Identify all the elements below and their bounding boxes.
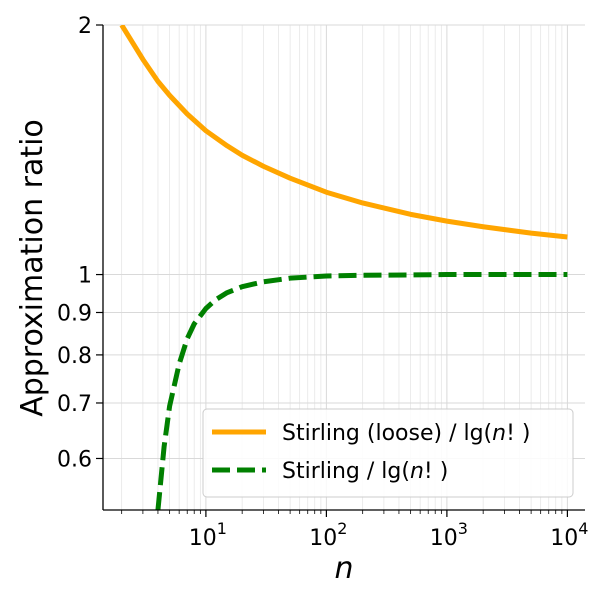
- series-lines: [119, 25, 568, 510]
- x-axis-title: n: [334, 551, 353, 586]
- x-tick-exponent: 3: [458, 519, 468, 538]
- legend: Stirling (loose) / lg(n! ) Stirling / lg…: [202, 408, 574, 498]
- y-tick-label: 0.7: [57, 392, 92, 417]
- y-tick-label: 0.9: [57, 301, 92, 326]
- y-tick-label: 0.8: [57, 344, 92, 369]
- legend-label-stirling-prefix: Stirling / lg(: [282, 459, 410, 484]
- y-tick-label: 2: [78, 14, 92, 39]
- legend-label-stirling: Stirling / lg(n! ): [282, 459, 448, 484]
- x-tick-base: 10: [550, 526, 578, 551]
- y-axis-title: Approximation ratio: [15, 119, 50, 417]
- y-tick-label: 1: [78, 264, 92, 289]
- legend-label-stirling-n: n: [410, 459, 424, 484]
- x-tick-exponent: 2: [337, 519, 347, 538]
- x-tick-label: 102: [309, 519, 347, 551]
- x-tick-base: 10: [309, 526, 337, 551]
- x-tick-base: 10: [430, 526, 458, 551]
- x-tick-base: 10: [189, 526, 217, 551]
- x-tick-exponent: 1: [217, 519, 227, 538]
- legend-label-stirling-suffix: ! ): [424, 459, 448, 484]
- legend-label-stirling-loose-prefix: Stirling (loose) / lg(: [282, 421, 492, 446]
- y-tick-label: 0.6: [57, 447, 92, 472]
- legend-label-stirling-loose-n: n: [492, 421, 506, 446]
- x-tick-exponent: 4: [578, 519, 588, 538]
- x-tick-label: 101: [189, 519, 227, 551]
- series-line-stirling-loose: [119, 25, 568, 240]
- series-line-stirling: [155, 272, 568, 510]
- x-tick-label: 103: [430, 519, 468, 551]
- x-tick-label: 104: [550, 519, 588, 551]
- legend-box: [202, 408, 574, 498]
- legend-label-stirling-loose-suffix: ! ): [506, 421, 530, 446]
- legend-label-stirling-loose: Stirling (loose) / lg(n! ): [282, 421, 531, 446]
